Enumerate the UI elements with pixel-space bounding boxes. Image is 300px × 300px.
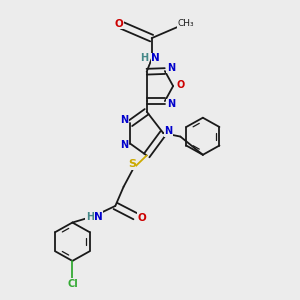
Text: CH₃: CH₃ [177, 19, 194, 28]
Text: N: N [167, 63, 175, 73]
Text: N: N [167, 99, 175, 109]
Text: N: N [151, 53, 160, 63]
Text: S: S [128, 159, 136, 170]
Text: Cl: Cl [67, 279, 78, 289]
Text: N: N [120, 115, 128, 125]
Text: N: N [94, 212, 103, 222]
Text: H: H [140, 53, 148, 63]
Text: N: N [120, 140, 128, 150]
Text: O: O [176, 80, 184, 90]
Text: N: N [164, 126, 172, 136]
Text: H: H [86, 212, 94, 222]
Text: O: O [115, 19, 124, 29]
Text: O: O [137, 213, 146, 223]
